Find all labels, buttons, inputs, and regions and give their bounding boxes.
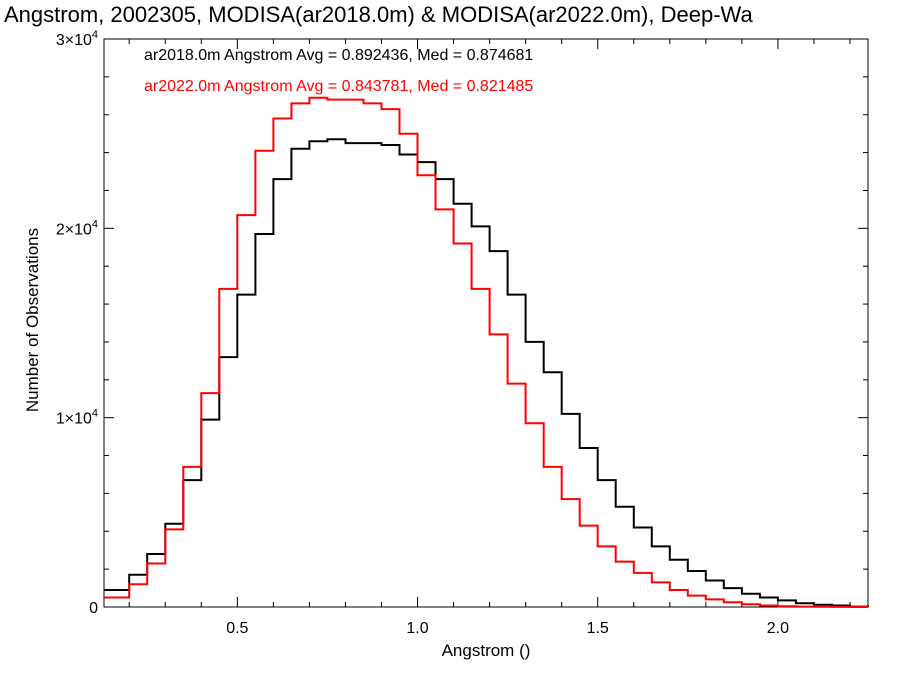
y-tick-label: 0 bbox=[89, 600, 98, 617]
stat-annotation-ar2018: ar2018.0m Angstrom Avg = 0.892436, Med =… bbox=[144, 47, 533, 64]
plot-frame bbox=[103, 38, 869, 608]
x-tick-label: 2.0 bbox=[767, 620, 789, 637]
y-axis-label: Number of Observations bbox=[23, 228, 42, 412]
y-tick-label: 3×104 bbox=[56, 29, 98, 49]
series-line-1 bbox=[104, 96, 868, 608]
x-tick-label: 1.5 bbox=[587, 620, 609, 637]
y-tick-label: 1×104 bbox=[56, 408, 98, 428]
x-tick-label: 0.5 bbox=[226, 620, 248, 637]
stat-annotation-ar2022: ar2022.0m Angstrom Avg = 0.843781, Med =… bbox=[144, 78, 533, 95]
series-group bbox=[104, 96, 869, 608]
y-axis: 0 1×104 2×104 3×104 bbox=[56, 29, 868, 617]
x-axis: 0.5 1.0 1.5 2.0 bbox=[128, 39, 851, 637]
y-tick-label: 2×104 bbox=[56, 218, 98, 238]
x-axis-label: Angstrom () bbox=[442, 641, 531, 660]
series-line-0 bbox=[104, 138, 869, 608]
chart-title: Angstrom, 2002305, MODISA(ar2018.0m) & M… bbox=[4, 2, 753, 27]
x-tick-label: 1.0 bbox=[406, 620, 428, 637]
